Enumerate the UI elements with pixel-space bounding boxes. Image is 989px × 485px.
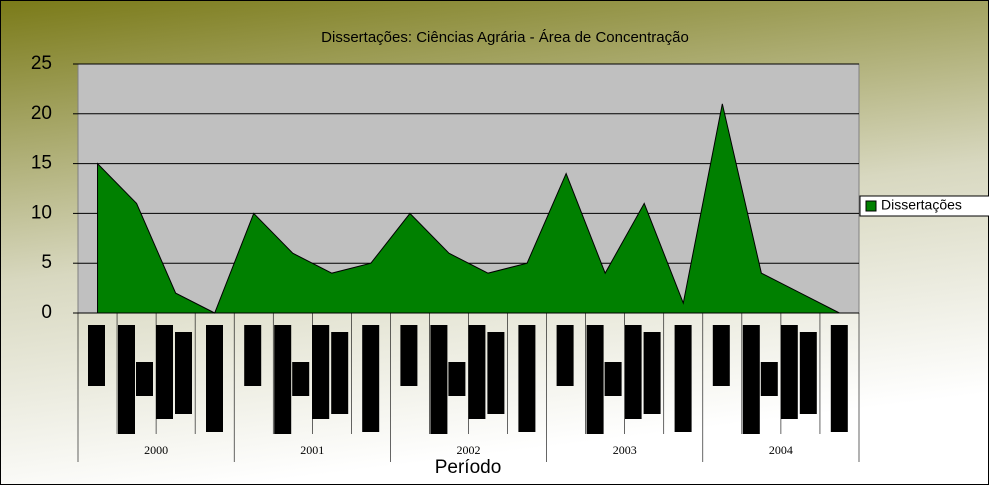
group-label: 2002 <box>457 443 481 457</box>
category-label-block <box>712 325 730 386</box>
category-label-block <box>624 325 642 419</box>
y-tick-label: 0 <box>41 302 52 323</box>
category-label-block <box>487 332 505 414</box>
y-tick-label: 15 <box>31 153 52 174</box>
chart-title: Dissertações: Ciências Agrária - Área de… <box>321 29 689 46</box>
category-label-block <box>518 325 536 432</box>
category-label-block <box>274 325 292 434</box>
category-label-block <box>362 325 380 432</box>
group-label: 2003 <box>613 443 637 457</box>
y-tick-label: 5 <box>41 252 52 273</box>
category-label-block <box>674 325 692 432</box>
legend-swatch <box>865 200 877 212</box>
category-label-block <box>780 325 798 419</box>
y-tick-label: 25 <box>31 53 52 74</box>
category-label-block <box>400 325 418 386</box>
category-label-block <box>760 362 778 396</box>
legend-label: Dissertações <box>881 197 962 213</box>
category-label-block <box>88 325 105 386</box>
area <box>97 103 840 314</box>
x-axis-title: Período <box>435 457 502 478</box>
category-label-block <box>206 325 223 432</box>
category-label-block <box>468 325 486 419</box>
category-label-block <box>331 332 349 414</box>
y-tick-label: 20 <box>31 103 52 124</box>
category-label-block <box>175 332 192 414</box>
category-label-block <box>643 332 661 414</box>
category-label-block <box>156 325 173 419</box>
y-tick-label: 10 <box>31 202 52 223</box>
category-label-block <box>556 325 574 386</box>
category-label-block <box>244 325 262 386</box>
legend <box>859 195 989 217</box>
category-label-block <box>430 325 448 434</box>
category-label-block <box>118 325 135 434</box>
group-label: 2004 <box>769 443 793 457</box>
category-label-block <box>136 362 153 396</box>
category-label-block <box>292 362 310 396</box>
category-label-block <box>448 362 466 396</box>
category-label-block <box>586 325 604 434</box>
category-label-block <box>742 325 760 434</box>
category-label-block <box>799 332 817 414</box>
category-label-block <box>312 325 330 419</box>
group-label: 2000 <box>144 443 168 457</box>
category-label-block <box>604 362 622 396</box>
group-label: 2001 <box>300 443 324 457</box>
category-label-block <box>830 325 848 432</box>
